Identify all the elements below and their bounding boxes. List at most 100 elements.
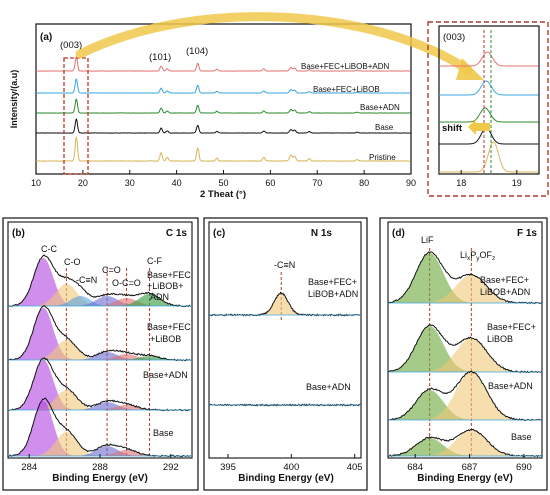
panel-d-curves [387,248,543,458]
fit-component [388,390,542,420]
d-sample-4: Base [511,432,532,442]
series-label-base: Base [375,123,394,132]
panel-b-xlabel: Binding Energy (eV) [52,473,148,484]
panel-b: (b) C 1s 284 288 292 C-C C-O -C≡N C=O O-C=… [2,217,199,491]
fit-component [8,446,192,456]
series-label-base-adn: Base+ADN [360,103,400,112]
panel-b-outer-frame [2,217,199,491]
panel-d-title: F 1s [517,228,537,239]
panel-d-frame [387,221,543,459]
spectrum-curve [7,254,192,308]
b-sample-1b: +LiBOB+ [147,281,184,291]
x-tick-label: 292 [163,462,179,473]
x-tick-label: 18 [456,178,466,188]
panel-a: (a) Intensity/(a.u) 2 Theat (°) 10 20 30 40… [9,23,416,200]
fit-component [8,352,192,360]
panel-d-xticks: 684 687 690 [407,454,532,473]
fit-component [8,360,192,410]
inset-curve [439,141,539,173]
x-tick-label: 70 [312,178,322,188]
zoom-arrow-head [456,58,484,80]
panel-b-xticks: 284 288 292 [21,454,179,473]
b-sample-2b: +LiBOB [150,334,181,344]
d-sample-3: Base+ADN [488,381,533,391]
x-tick-label: 400 [283,462,299,473]
inset-curve [439,80,539,96]
x-tick-label: 687 [462,462,478,473]
c-sample-1b: LiBOB+ADN [308,289,358,299]
b-comp-oco: O-C=O [112,278,141,288]
c-sample-1a: Base+FEC+ [308,277,357,287]
x-tick-label: 50 [218,178,228,188]
d-sample-1b: LiBOB+ADN [480,287,530,297]
x-tick-label: 288 [92,462,108,473]
fit-component [8,390,192,410]
panel-b-label: (b) [12,228,25,239]
spectrum-curve [387,324,543,374]
b-comp-co: C-O [64,257,81,267]
panel-inset: (003) shift 18 19 [427,21,549,197]
panel-d-outer-frame [379,217,548,491]
c-comp-cn: -C≡N [274,260,295,270]
fit-component [8,356,192,360]
c-sample-2: Base+ADN [306,382,351,392]
fit-component [388,372,542,420]
panel-c-curves [208,272,361,407]
xrd-curve [35,136,411,162]
x-tick-label: 19 [512,178,522,188]
inset-outer-box [427,21,549,197]
xrd-curve [35,78,411,94]
panel-a-curves [35,56,411,162]
panel-a-ylabel: Intensity/(a.u) [9,70,19,129]
spectrum-curve [7,304,192,362]
series-label-base-fec-libob: Base+FEC+LiBOB [313,85,380,94]
x-tick-label: 20 [78,178,88,188]
b-sample-3: Base+ADN [143,370,188,380]
panel-b-title: C 1s [166,228,188,239]
panel-a-xlabel: 2 Theat (°) [200,189,246,200]
b-comp-cc: C-C [41,244,57,254]
inset-title: (003) [443,32,465,43]
series-label-pristine: Pristine [369,153,396,162]
x-tick-label: 405 [347,462,363,473]
fit-component [8,308,192,360]
inset-curves [439,51,539,173]
fit-component [388,430,542,456]
d-sample-2a: Base+FEC+ [487,322,536,332]
inset-curve [439,51,539,67]
panel-d: (d) F 1s 684 687 690 LiF LixPyOFz Base+FEC… [379,217,548,491]
x-tick-label: 40 [172,178,182,188]
x-tick-label: 80 [359,178,369,188]
fit-component [388,275,542,303]
fit-component [8,296,192,306]
xrd-curve [36,56,411,72]
series-label-base-fec-libob-adn: Base+FEC+LiBOB+ADN [301,62,389,71]
fit-component [8,294,192,306]
peak-label-101: (101) [149,52,171,63]
fit-component [388,253,542,303]
shift-arrow-head [468,119,476,135]
fit-component [388,438,542,456]
peak-label-003: (003) [60,40,82,51]
d-sample-1a: Base+FEC+ [480,275,529,285]
panel-c-xlabel: Binding Energy (eV) [238,473,334,484]
inset-xticks: 18 19 [456,170,522,188]
panel-d-xlabel: Binding Energy (eV) [417,473,513,484]
spectrum-curve [387,370,543,422]
fit-component [209,293,361,315]
panel-c-xticks: 395 400 405 [220,454,363,473]
d-comp-lipo: LixPyOFz [460,250,495,262]
fit-component [8,340,192,360]
fit-component [8,432,192,456]
x-tick-label: 395 [220,462,236,473]
x-tick-label: 90 [406,178,416,188]
xrd-curve [36,118,411,134]
x-tick-label: 684 [407,462,423,473]
panel-c-title: N 1s [311,228,333,239]
peak-label-104: (104) [186,46,208,57]
fit-component [8,284,192,306]
panel-c-frame [208,221,362,459]
b-sample-1a: Base+FEC [147,270,191,280]
x-tick-label: 690 [516,462,532,473]
